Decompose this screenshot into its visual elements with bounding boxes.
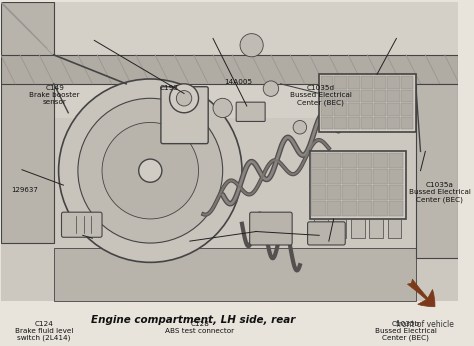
FancyBboxPatch shape: [236, 102, 265, 121]
Bar: [321, 117, 333, 129]
Bar: [0, 2, 458, 301]
Bar: [374, 90, 386, 102]
Bar: [358, 169, 372, 184]
Bar: [389, 169, 403, 184]
Bar: [373, 153, 388, 168]
Bar: [0, 2, 54, 243]
Bar: [333, 219, 346, 238]
Text: C124
Brake fluid level
switch (2L414): C124 Brake fluid level switch (2L414): [15, 321, 73, 341]
Bar: [334, 90, 346, 102]
Bar: [311, 185, 326, 200]
Bar: [388, 219, 401, 238]
Bar: [0, 2, 458, 118]
Circle shape: [102, 122, 199, 219]
Bar: [401, 90, 413, 102]
Circle shape: [59, 79, 242, 262]
Bar: [401, 117, 413, 129]
Bar: [374, 76, 386, 89]
Bar: [401, 103, 413, 116]
Bar: [342, 201, 357, 216]
Bar: [387, 90, 400, 102]
Bar: [334, 117, 346, 129]
Bar: [327, 169, 341, 184]
Bar: [361, 76, 373, 89]
Bar: [389, 201, 403, 216]
Bar: [374, 117, 386, 129]
Bar: [342, 169, 357, 184]
Bar: [373, 169, 388, 184]
Text: C128
ABS test connector: C128 ABS test connector: [165, 321, 234, 334]
Bar: [374, 103, 386, 116]
Text: C1035a
Bussed Electrical
Center (BEC): C1035a Bussed Electrical Center (BEC): [409, 182, 471, 203]
FancyBboxPatch shape: [250, 212, 292, 245]
Bar: [358, 201, 372, 216]
Bar: [416, 84, 458, 257]
Bar: [361, 117, 373, 129]
Bar: [311, 201, 326, 216]
Text: C1035b
Bussed Electrical
Center (BEC): C1035b Bussed Electrical Center (BEC): [374, 321, 437, 341]
Bar: [327, 201, 341, 216]
Bar: [319, 74, 416, 132]
Bar: [369, 219, 383, 238]
Circle shape: [139, 159, 162, 182]
Bar: [347, 90, 360, 102]
Bar: [310, 151, 406, 219]
Text: 14A005: 14A005: [225, 79, 253, 84]
Text: front of vehicle: front of vehicle: [396, 320, 454, 329]
Bar: [361, 90, 373, 102]
Bar: [358, 185, 372, 200]
Bar: [387, 103, 400, 116]
Bar: [401, 76, 413, 89]
Bar: [342, 185, 357, 200]
Circle shape: [176, 91, 192, 106]
Bar: [387, 117, 400, 129]
Bar: [358, 153, 372, 168]
Text: 129637: 129637: [11, 188, 37, 193]
Bar: [347, 117, 360, 129]
Bar: [342, 153, 357, 168]
Bar: [373, 201, 388, 216]
Text: C1035d
Bussed Electrical
Center (BEC): C1035d Bussed Electrical Center (BEC): [290, 85, 352, 106]
Circle shape: [293, 120, 307, 134]
FancyBboxPatch shape: [308, 222, 345, 245]
Circle shape: [78, 98, 223, 243]
Bar: [351, 219, 365, 238]
Bar: [347, 103, 360, 116]
Bar: [361, 103, 373, 116]
Circle shape: [213, 98, 232, 118]
Bar: [334, 103, 346, 116]
Bar: [321, 90, 333, 102]
Bar: [327, 185, 341, 200]
Bar: [387, 76, 400, 89]
Bar: [54, 248, 416, 301]
Bar: [347, 76, 360, 89]
Bar: [311, 153, 326, 168]
FancyBboxPatch shape: [62, 212, 102, 237]
Circle shape: [170, 84, 199, 113]
Bar: [389, 153, 403, 168]
Bar: [311, 169, 326, 184]
Text: C149
Brake booster
sensor: C149 Brake booster sensor: [29, 85, 80, 105]
Text: C193: C193: [160, 85, 179, 91]
Bar: [321, 103, 333, 116]
Bar: [373, 185, 388, 200]
Circle shape: [263, 81, 279, 97]
Bar: [334, 76, 346, 89]
Bar: [0, 55, 458, 84]
Circle shape: [240, 34, 263, 57]
Text: Engine compartment, LH side, rear: Engine compartment, LH side, rear: [91, 315, 295, 325]
FancyBboxPatch shape: [161, 87, 208, 144]
Bar: [389, 185, 403, 200]
Bar: [327, 153, 341, 168]
Bar: [314, 219, 328, 238]
Bar: [321, 76, 333, 89]
